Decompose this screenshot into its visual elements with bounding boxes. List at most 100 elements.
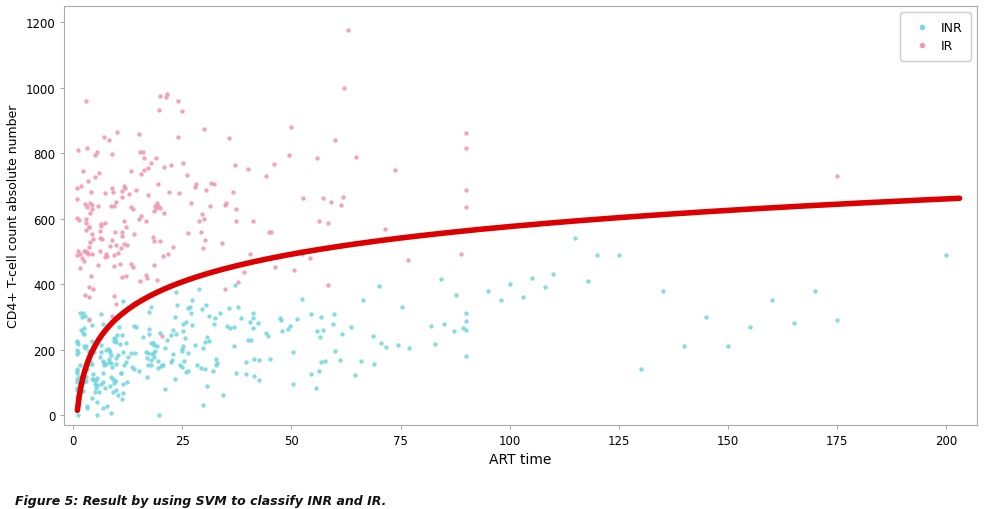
Point (125, 264, 141, 272)
Point (125, 206, 141, 214)
Point (92, 248, 108, 256)
Point (93, 310, 109, 318)
Point (110, 323, 126, 331)
Point (153, 238, 168, 246)
Point (119, 378, 135, 386)
Point (144, 351, 159, 359)
Point (70, 337, 86, 346)
Point (132, 149, 148, 157)
Point (515, 294, 530, 302)
Point (76, 324, 92, 332)
Point (74, 381, 90, 389)
Point (209, 359, 224, 367)
Point (523, 274, 539, 282)
Point (144, 159, 159, 167)
Point (80, 249, 95, 257)
Point (196, 126, 212, 134)
Point (162, 358, 178, 366)
Point (228, 206, 244, 214)
Point (314, 359, 330, 367)
Point (353, 358, 369, 366)
Point (116, 361, 132, 370)
Point (167, 376, 183, 384)
Point (218, 199, 234, 207)
Point (286, 266, 302, 274)
Point (327, 136, 342, 145)
Point (164, 351, 180, 359)
Point (97, 253, 113, 262)
Point (81, 244, 96, 252)
Point (611, 251, 627, 259)
Point (79, 403, 94, 411)
Point (830, 173, 845, 181)
Point (77, 342, 92, 350)
Point (347, 372, 363, 380)
Point (459, 309, 474, 318)
Point (447, 327, 462, 335)
Point (303, 370, 319, 378)
Point (152, 106, 167, 115)
Point (228, 218, 244, 226)
Point (104, 185, 120, 193)
Point (70, 147, 86, 155)
Point (309, 328, 325, 336)
Point (247, 372, 263, 380)
Point (172, 362, 188, 370)
Point (230, 303, 246, 312)
X-axis label: ART time: ART time (489, 453, 552, 466)
Point (107, 377, 123, 385)
Point (221, 325, 237, 333)
Point (240, 336, 256, 344)
Point (118, 223, 134, 232)
Point (118, 272, 134, 280)
Point (204, 179, 219, 187)
Point (140, 361, 155, 369)
Point (108, 355, 124, 363)
Point (114, 193, 130, 201)
Point (459, 317, 474, 325)
Point (830, 317, 845, 325)
Point (194, 305, 210, 313)
Point (113, 370, 129, 378)
Point (165, 243, 181, 251)
Point (77, 330, 92, 338)
Point (88, 377, 103, 385)
Point (137, 155, 153, 163)
Point (133, 171, 149, 179)
Point (262, 355, 277, 363)
Point (355, 296, 371, 304)
Point (93, 222, 109, 230)
Point (108, 300, 124, 308)
Point (401, 344, 417, 352)
Point (76, 378, 92, 386)
Point (168, 288, 184, 296)
Point (142, 308, 157, 316)
Point (275, 327, 290, 335)
Point (127, 350, 143, 358)
Point (168, 330, 184, 338)
Point (366, 360, 382, 368)
Point (77, 201, 92, 209)
Point (226, 323, 242, 331)
Point (480, 287, 496, 295)
Point (224, 189, 240, 197)
Point (123, 204, 139, 212)
Point (90, 149, 105, 157)
Point (191, 217, 207, 225)
Point (183, 310, 199, 318)
Point (198, 302, 214, 310)
Point (250, 320, 266, 328)
Point (95, 133, 111, 142)
Point (146, 233, 161, 241)
Point (108, 360, 124, 369)
Point (377, 225, 393, 234)
Point (115, 389, 131, 398)
Point (459, 326, 474, 334)
Point (207, 321, 222, 329)
Point (324, 199, 339, 207)
Point (78, 219, 93, 228)
Point (208, 361, 223, 369)
Point (205, 367, 220, 375)
Point (545, 271, 561, 279)
Point (102, 383, 118, 391)
